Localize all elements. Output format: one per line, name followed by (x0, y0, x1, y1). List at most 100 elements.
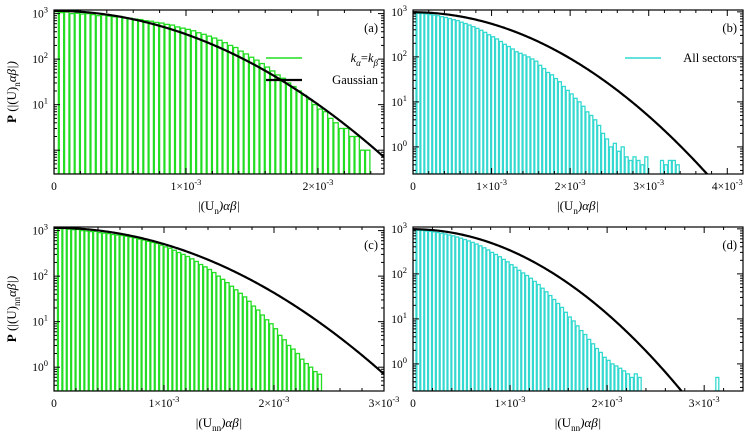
histogram-bar (514, 51, 519, 174)
histogram-bar (637, 376, 642, 391)
histogram-bar (483, 31, 488, 174)
histogram-bar (84, 230, 89, 391)
histogram-bar (220, 278, 226, 391)
x-axis-label: |(Unn)αβ| (555, 415, 602, 433)
x-tick-label: 2×10-3 (592, 394, 623, 410)
histogram-bar (269, 70, 276, 174)
histogram-bar (517, 269, 522, 391)
histogram-bar (540, 287, 545, 391)
gaussian-curve (54, 227, 384, 375)
histogram-bar (111, 16, 118, 174)
histogram-bar (277, 334, 283, 391)
histogram-bar (625, 373, 631, 391)
histogram-bar (132, 18, 139, 174)
histogram-bar (128, 236, 133, 391)
histogram-bar (229, 285, 235, 391)
histogram-bar (593, 119, 598, 174)
panel-tag: (d) (722, 238, 737, 252)
histogram-bar (141, 239, 147, 391)
histogram-bar (439, 232, 444, 391)
histogram-bar (479, 29, 484, 174)
y-axis-label: P (|(U)nnαβ|) (4, 276, 22, 342)
histogram-bar (557, 81, 563, 174)
histogram-bar (556, 302, 561, 391)
histogram-bar (123, 235, 129, 391)
histogram-bar (260, 314, 265, 391)
histogram-bar (553, 77, 559, 174)
histogram-bar (251, 305, 257, 391)
histogram-bar (416, 12, 421, 174)
histogram-bar (470, 241, 475, 391)
x-tick-label: 2×10-3 (555, 177, 586, 193)
histogram-bar (640, 164, 645, 174)
histogram-bar (158, 22, 165, 174)
x-tick-label: 0 (51, 181, 57, 193)
histogram-bar (58, 11, 65, 174)
histogram-bar (431, 14, 437, 174)
histogram-bar (275, 74, 281, 174)
histogram-bar (79, 13, 86, 174)
x-axis-label: |(Unn)αβ| (196, 415, 243, 433)
histogram-bar (264, 66, 271, 174)
histogram-bar (502, 43, 508, 174)
histogram-bar (443, 16, 449, 174)
histogram-bar (211, 271, 217, 391)
histogram-bar (145, 240, 151, 391)
x-tick-label: 0 (51, 398, 57, 410)
histogram-bar (471, 25, 476, 174)
panel-2: 100 101 102 103 0 1×10-3 2×10-3 3×10-3 4×10-3 |(U… (391, 3, 744, 216)
y-tick-label: 103 (32, 222, 48, 238)
histogram-bar (510, 48, 515, 174)
histogram-bar (538, 64, 543, 174)
histogram-bar (268, 323, 274, 391)
histogram-bar (614, 365, 619, 391)
axis-frame (53, 226, 385, 392)
histogram-bar (628, 159, 633, 174)
histogram-bar (106, 232, 111, 391)
histogram-bar (238, 50, 244, 174)
histogram-bar (110, 233, 116, 391)
histogram-bar (474, 243, 479, 391)
histogram-bar (169, 24, 176, 174)
histogram-bar (428, 13, 433, 174)
histogram-bar (296, 90, 302, 174)
histogram-bar (590, 343, 596, 391)
plot-area (54, 10, 384, 174)
histogram-bar (486, 34, 492, 174)
histogram-bar (106, 15, 112, 174)
histogram-bar (299, 358, 305, 391)
histogram-bar (273, 328, 279, 391)
histogram-bar (97, 232, 103, 391)
histogram-bar (280, 77, 287, 174)
histogram-bar (255, 309, 261, 391)
histogram-bar (224, 281, 230, 391)
histogram-bar (253, 59, 260, 174)
histogram-bar (90, 13, 96, 174)
y-tick-label: 102 (32, 50, 48, 66)
histogram-bar (545, 71, 551, 174)
panel-tag: (c) (364, 238, 378, 252)
histogram-bar (612, 142, 618, 174)
histogram-bar (75, 228, 81, 391)
y-tick-label: 101 (32, 96, 48, 112)
histogram-bar (459, 21, 464, 174)
y-tick-label: 101 (391, 93, 407, 109)
histogram-bar (85, 12, 91, 174)
histogram-bar (598, 351, 603, 391)
histogram-bar (206, 35, 213, 174)
histogram-bar (211, 37, 218, 174)
histogram-bar (581, 105, 586, 174)
gaussian-curve (413, 11, 709, 174)
gaussian-curve (413, 228, 683, 391)
y-tick-label: 101 (32, 313, 48, 329)
histogram-bar (497, 256, 503, 391)
histogram-bar (222, 42, 228, 174)
histogram-bar (420, 12, 425, 174)
histogram-bar (624, 156, 629, 174)
histogram-bar (620, 146, 625, 174)
histogram-bar (667, 159, 673, 174)
histogram-bar (127, 17, 133, 174)
histogram-bar (327, 117, 334, 174)
histogram-bar (594, 347, 600, 391)
y-tick-label: 102 (391, 48, 407, 64)
